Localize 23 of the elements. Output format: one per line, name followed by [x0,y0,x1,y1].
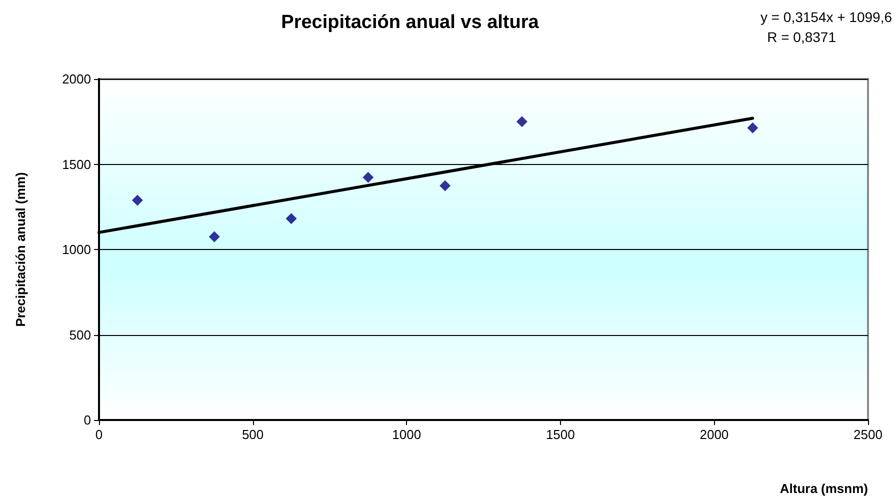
x-tick-label: 500 [242,427,264,442]
point [747,122,758,134]
x-axis-title: Altura (msnm) [780,481,868,496]
point [516,116,528,128]
y-tick-label: 1500 [62,156,91,172]
x-tick-label: 2500 [854,427,882,442]
x-tick-label: 1500 [546,427,575,442]
point [286,213,297,224]
y-tick-label: 500 [69,327,91,342]
x-tick-label: 2000 [700,427,729,442]
x-tick-label: 0 [95,427,103,442]
y-tick-label: 1000 [62,242,91,257]
y-tick-label: 2000 [62,72,91,86]
text: y = 0,3154x + 1099,6 [760,9,892,25]
point [440,180,451,192]
y-tick-label: 0 [84,412,91,428]
x-tick-label: 1000 [392,427,422,442]
y-axis-title: Precipitación anual (mm) [13,172,28,327]
point [362,172,374,183]
chart-title: Precipitación anual vs altura [281,12,540,33]
point [208,231,220,242]
point [132,194,143,206]
text: R = 0,8371 [767,29,836,45]
